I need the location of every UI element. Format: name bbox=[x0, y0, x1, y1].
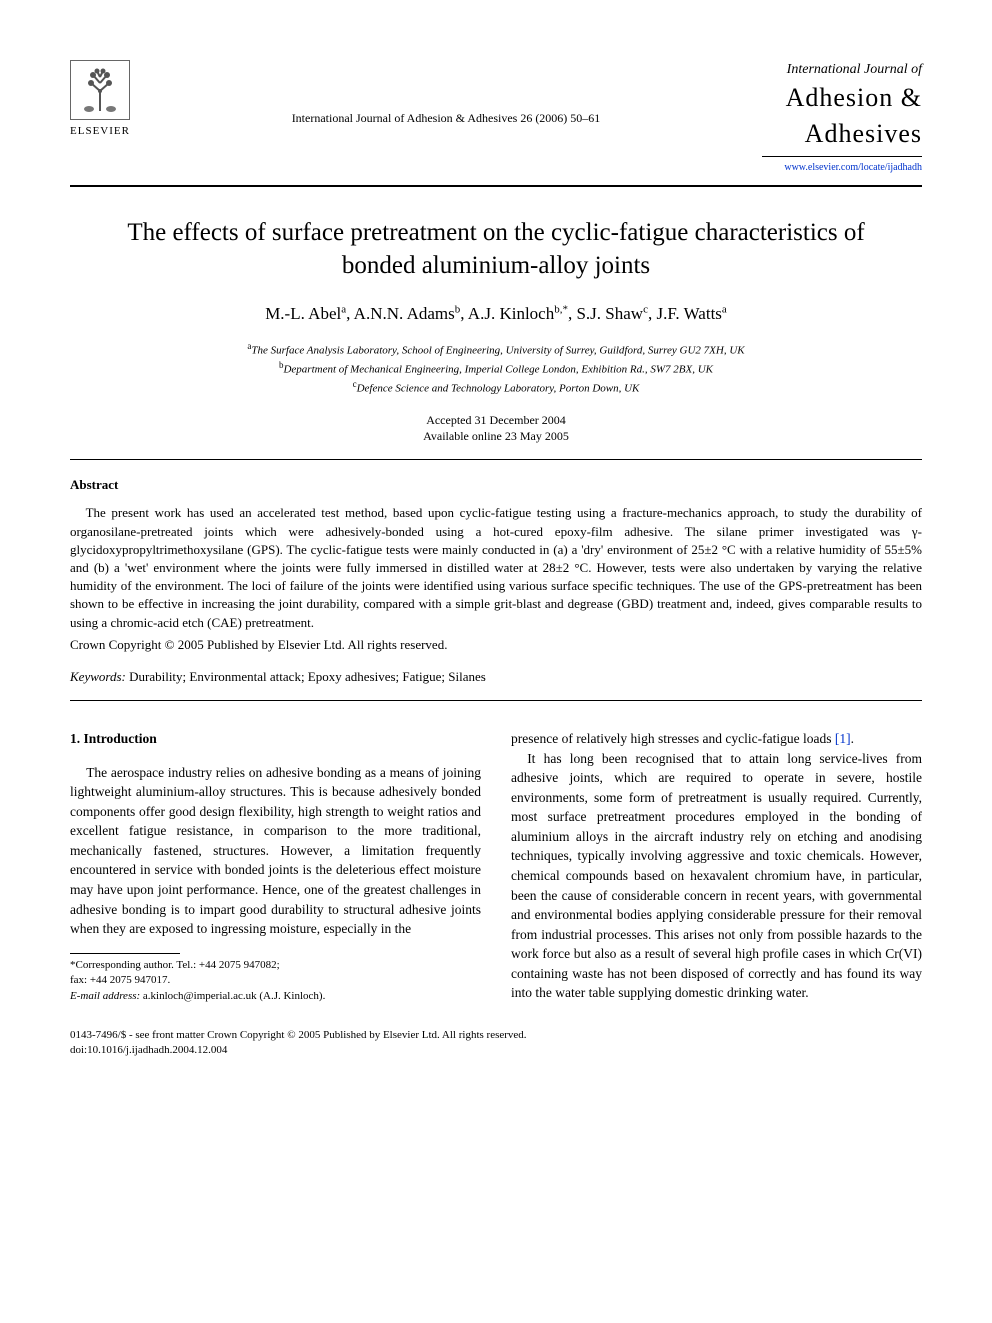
publisher-logo: ELSEVIER bbox=[70, 60, 130, 139]
journal-reference: International Journal of Adhesion & Adhe… bbox=[130, 60, 762, 127]
affiliation-c: cDefence Science and Technology Laborato… bbox=[70, 378, 922, 397]
doi-line: doi:10.1016/j.ijadhadh.2004.12.004 bbox=[70, 1043, 922, 1058]
section-1-heading: 1. Introduction bbox=[70, 729, 481, 749]
abstract-body: The present work has used an accelerated… bbox=[70, 504, 922, 631]
intro-paragraph-3: It has long been recognised that to atta… bbox=[511, 749, 922, 1003]
journal-name-line2: Adhesives bbox=[762, 116, 922, 152]
email-address[interactable]: a.kinloch@imperial.ac.uk (A.J. Kinloch). bbox=[140, 990, 325, 1002]
journal-url[interactable]: www.elsevier.com/locate/ijadhadh bbox=[762, 161, 922, 175]
abstract-copyright: Crown Copyright © 2005 Published by Else… bbox=[70, 636, 922, 654]
keywords-label: Keywords: bbox=[70, 669, 126, 684]
footnote-separator bbox=[70, 953, 180, 954]
corresponding-author-footnote: *Corresponding author. Tel.: +44 2075 94… bbox=[70, 958, 481, 1004]
accepted-date: Accepted 31 December 2004 bbox=[70, 412, 922, 429]
email-label: E-mail address: bbox=[70, 990, 140, 1002]
journal-branding: International Journal of Adhesion & Adhe… bbox=[762, 60, 922, 175]
page-header: ELSEVIER International Journal of Adhesi… bbox=[70, 60, 922, 175]
footnote-email: E-mail address: a.kinloch@imperial.ac.uk… bbox=[70, 989, 481, 1004]
journal-name-line1: Adhesion & bbox=[762, 80, 922, 116]
body-columns: 1. Introduction The aerospace industry r… bbox=[70, 729, 922, 1004]
affiliation-a: aThe Surface Analysis Laboratory, School… bbox=[70, 340, 922, 359]
footnote-tel: *Corresponding author. Tel.: +44 2075 94… bbox=[70, 958, 481, 973]
intro-p2-pre: presence of relatively high stresses and… bbox=[511, 731, 835, 746]
citation-1[interactable]: [1] bbox=[835, 731, 851, 746]
affiliation-b: bDepartment of Mechanical Engineering, I… bbox=[70, 359, 922, 378]
keywords-text: Durability; Environmental attack; Epoxy … bbox=[126, 669, 486, 684]
article-dates: Accepted 31 December 2004 Available onli… bbox=[70, 412, 922, 446]
top-rule bbox=[70, 185, 922, 187]
intro-paragraph-2: presence of relatively high stresses and… bbox=[511, 729, 922, 749]
publisher-name: ELSEVIER bbox=[70, 124, 130, 139]
online-date: Available online 23 May 2005 bbox=[70, 428, 922, 445]
elsevier-tree-icon bbox=[70, 60, 130, 120]
front-matter-line: 0143-7496/$ - see front matter Crown Cop… bbox=[70, 1028, 922, 1043]
intro-p2-post: . bbox=[851, 731, 854, 746]
authors-line: M.-L. Abela, A.N.N. Adamsb, A.J. Kinloch… bbox=[70, 302, 922, 326]
intro-paragraph-1: The aerospace industry relies on adhesiv… bbox=[70, 763, 481, 939]
abstract-heading: Abstract bbox=[70, 476, 922, 494]
affiliations: aThe Surface Analysis Laboratory, School… bbox=[70, 340, 922, 397]
footnote-fax: fax: +44 2075 947017. bbox=[70, 973, 481, 988]
keywords: Keywords: Durability; Environmental atta… bbox=[70, 668, 922, 686]
article-title: The effects of surface pretreatment on t… bbox=[110, 217, 882, 282]
abstract-bottom-rule bbox=[70, 700, 922, 701]
abstract-top-rule bbox=[70, 459, 922, 460]
page-footer: 0143-7496/$ - see front matter Crown Cop… bbox=[70, 1028, 922, 1059]
journal-supertitle: International Journal of bbox=[762, 60, 922, 80]
